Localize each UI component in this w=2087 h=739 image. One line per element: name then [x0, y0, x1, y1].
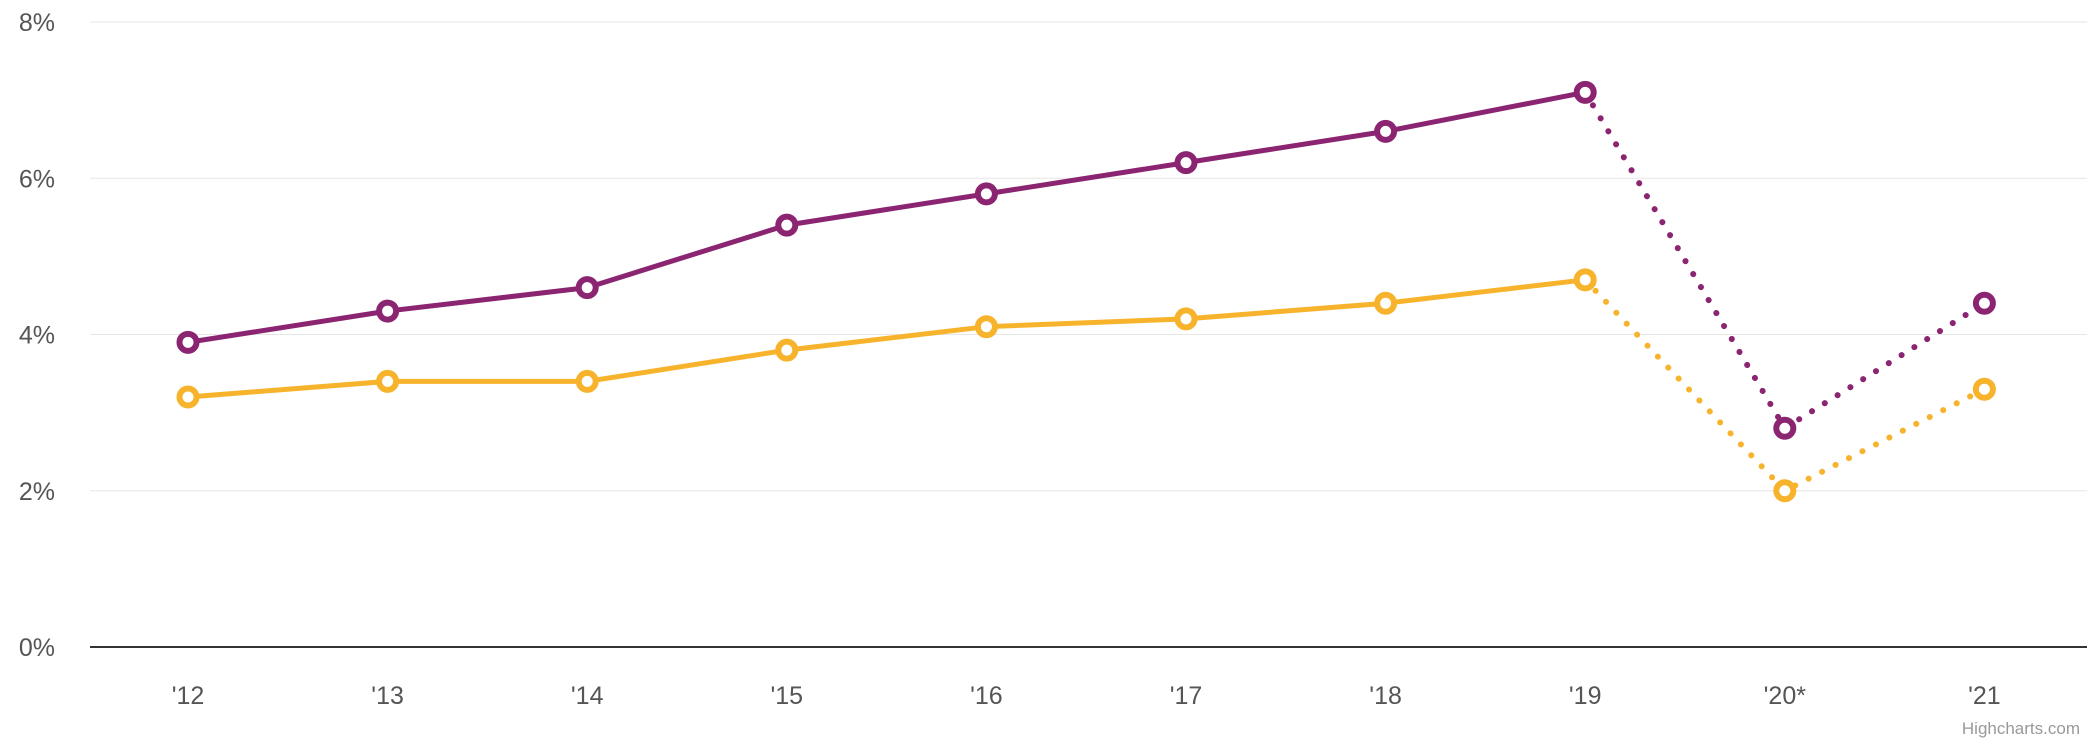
series-markers [176, 80, 1996, 503]
series-2-point[interactable] [775, 338, 799, 362]
credit-link[interactable]: Highcharts.com [1962, 719, 2080, 738]
series-2-point[interactable] [1972, 377, 1996, 401]
y-tick-label: 2% [19, 478, 55, 506]
series-1-point[interactable] [376, 299, 400, 323]
series-2-projected-line [1582, 276, 1988, 495]
axes: 0% 2% 4% 6% 8% '12 '13 '14 '15 '16 '17 '18 '19 '20* '2… [19, 9, 2087, 710]
series-2-point[interactable] [176, 385, 200, 409]
x-tick-label: '18 [1369, 682, 1402, 710]
series-1-point[interactable] [176, 330, 200, 354]
series-2-line [185, 277, 1588, 400]
x-tick-label: '21 [1968, 682, 2001, 710]
series-1-point[interactable] [1972, 291, 1996, 315]
series-2-point[interactable] [1773, 479, 1797, 503]
series-1-point[interactable] [974, 182, 998, 206]
x-tick-label: '14 [571, 682, 604, 710]
x-tick-label: '17 [1170, 682, 1203, 710]
series-1-point[interactable] [1773, 416, 1797, 440]
series-1-projected-line [1582, 89, 1988, 433]
series-2-point[interactable] [974, 315, 998, 339]
series-1-line [185, 89, 1588, 345]
y-tick-label: 6% [19, 165, 55, 193]
series-1-point[interactable] [575, 276, 599, 300]
series-lines [185, 89, 1988, 495]
series-2-point[interactable] [376, 369, 400, 393]
series-2-point[interactable] [575, 369, 599, 393]
x-tick-label: '16 [970, 682, 1003, 710]
series-2-point[interactable] [1573, 268, 1597, 292]
series-1-point[interactable] [1374, 119, 1398, 143]
x-tick-label: '19 [1569, 682, 1602, 710]
x-tick-label: '12 [172, 682, 205, 710]
series-1-point[interactable] [775, 213, 799, 237]
y-tick-label: 4% [19, 322, 55, 350]
y-tick-label: 0% [19, 634, 55, 662]
y-tick-label: 8% [19, 9, 55, 37]
x-tick-label: '20* [1764, 682, 1807, 710]
x-tick-label: '15 [771, 682, 804, 710]
series-2-point[interactable] [1174, 307, 1198, 331]
x-tick-label: '13 [371, 682, 404, 710]
series-1-point[interactable] [1573, 80, 1597, 104]
series-2-point[interactable] [1374, 291, 1398, 315]
series-1-point[interactable] [1174, 151, 1198, 175]
